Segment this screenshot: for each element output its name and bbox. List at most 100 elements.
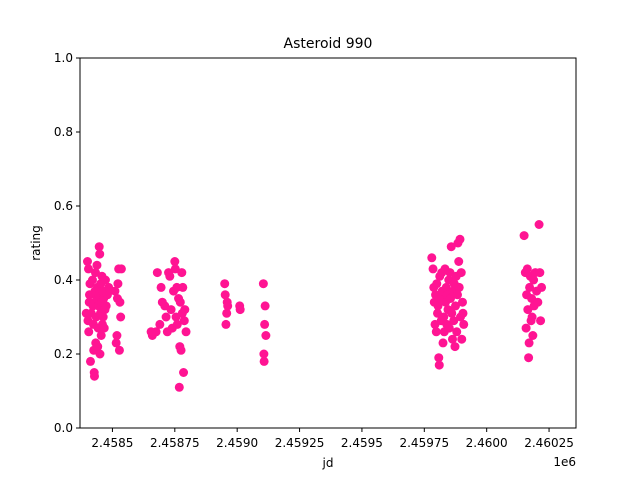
data-point (101, 301, 111, 311)
data-point (529, 275, 539, 285)
data-point (446, 294, 456, 303)
x-axis: 2.4585 2.45875 2.4590 2.45925 2.4595 2.45975 2… (91, 428, 574, 450)
data-point (438, 338, 448, 348)
data-point (89, 371, 99, 381)
data-point (94, 242, 104, 252)
data-point (235, 305, 245, 315)
data-point (114, 345, 124, 355)
data-point (84, 327, 94, 337)
data-point (535, 268, 545, 278)
data-point (161, 312, 171, 322)
data-point (221, 319, 231, 329)
data-point (166, 305, 176, 315)
data-point (175, 297, 185, 307)
data-point (151, 327, 161, 337)
data-point (96, 331, 106, 340)
data-point (181, 327, 191, 337)
data-point (452, 290, 462, 300)
data-point (116, 264, 126, 274)
data-point (428, 264, 438, 274)
data-point (533, 297, 543, 307)
data-point (156, 282, 166, 292)
x-tick-label: 2.4585 (91, 436, 133, 450)
data-point (100, 275, 110, 285)
data-point (111, 338, 121, 348)
data-point (115, 297, 125, 307)
data-point (455, 234, 465, 244)
data-point (176, 345, 186, 355)
x-tick-label: 2.4595 (341, 436, 383, 450)
data-point (519, 231, 529, 241)
data-point (441, 282, 451, 292)
y-axis-label: rating (29, 225, 43, 261)
data-point (452, 327, 462, 337)
data-point (261, 331, 271, 340)
x-axis-label: jd (322, 456, 334, 470)
data-point (178, 282, 188, 292)
data-point (95, 349, 105, 359)
data-point (172, 319, 182, 329)
data-point (92, 260, 102, 270)
data-point (524, 338, 534, 348)
y-tick-label: 0.2 (54, 347, 73, 361)
x-tick-label: 2.45875 (150, 436, 200, 450)
data-point (152, 268, 162, 278)
data-point (180, 305, 190, 315)
data-point (93, 342, 103, 352)
data-point (258, 279, 268, 289)
data-point (432, 279, 442, 289)
data-point (450, 342, 460, 352)
y-tick-label: 0.0 (54, 421, 73, 435)
data-point (454, 282, 464, 292)
data-point (116, 312, 126, 322)
x-tick-label: 2.45925 (275, 436, 325, 450)
data-point (537, 282, 547, 292)
data-point (524, 353, 534, 363)
data-point (259, 349, 269, 359)
chart-title: Asteroid 990 (284, 36, 373, 52)
data-point (179, 368, 189, 377)
data-point (85, 356, 95, 366)
data-point (112, 331, 122, 340)
data-point (220, 290, 230, 300)
data-point (99, 323, 109, 333)
y-tick-label: 1.0 (54, 51, 73, 65)
data-point (449, 316, 459, 326)
data-point (260, 319, 270, 329)
x-tick-label: 2.4590 (216, 436, 258, 450)
data-point (534, 220, 544, 229)
data-point (433, 301, 443, 311)
data-point (457, 334, 467, 344)
data-point (521, 323, 531, 333)
data-point (165, 271, 175, 281)
data-point (98, 312, 108, 322)
data-point (446, 242, 456, 252)
data-point (220, 279, 230, 289)
data-point (177, 268, 187, 278)
data-point (431, 327, 441, 337)
data-point (95, 249, 105, 259)
data-point (522, 264, 532, 274)
data-point (155, 319, 165, 329)
y-tick-label: 0.8 (54, 125, 73, 139)
data-point (525, 282, 535, 292)
data-point (102, 290, 112, 300)
data-point (427, 253, 437, 263)
data-point (223, 301, 233, 311)
data-point (447, 308, 457, 318)
y-tick-label: 0.6 (54, 199, 73, 213)
data-point (82, 257, 92, 266)
data-point (259, 356, 269, 366)
data-point (447, 334, 457, 344)
data-point (87, 275, 97, 285)
x-offset-label: 1e6 (553, 455, 576, 469)
data-point (179, 316, 189, 326)
data-point (528, 331, 538, 340)
data-point (458, 308, 468, 318)
data-points (81, 220, 547, 392)
data-point (450, 301, 460, 311)
data-point (174, 382, 184, 392)
data-point (170, 257, 180, 266)
data-point (444, 323, 454, 333)
